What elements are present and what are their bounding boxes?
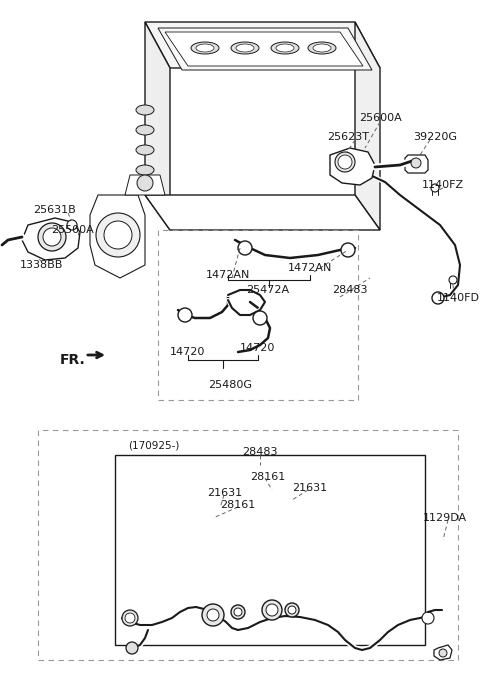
Polygon shape (165, 32, 363, 66)
Polygon shape (145, 195, 380, 230)
Text: 28161: 28161 (251, 472, 286, 482)
Text: 25480G: 25480G (208, 380, 252, 390)
Text: 28161: 28161 (220, 500, 256, 510)
Text: 1140FZ: 1140FZ (422, 180, 464, 190)
Circle shape (341, 243, 355, 257)
Circle shape (126, 642, 138, 654)
Text: 1472AN: 1472AN (288, 263, 332, 273)
Circle shape (411, 158, 421, 168)
Circle shape (432, 292, 444, 304)
Text: 25623T: 25623T (327, 132, 369, 142)
Text: 25500A: 25500A (50, 225, 94, 235)
Text: 25472A: 25472A (246, 285, 289, 295)
Circle shape (67, 220, 77, 230)
Circle shape (38, 223, 66, 251)
Text: 21631: 21631 (292, 483, 327, 493)
Ellipse shape (136, 125, 154, 135)
Text: 14720: 14720 (240, 343, 276, 353)
Circle shape (234, 608, 242, 616)
Polygon shape (90, 195, 145, 278)
Circle shape (439, 649, 447, 657)
Text: 1338BB: 1338BB (20, 260, 64, 270)
Circle shape (449, 276, 457, 284)
Text: FR.: FR. (60, 353, 86, 367)
Ellipse shape (136, 165, 154, 175)
Circle shape (125, 613, 135, 623)
Circle shape (288, 606, 296, 614)
Ellipse shape (196, 44, 214, 52)
Ellipse shape (313, 44, 331, 52)
Circle shape (238, 241, 252, 255)
Polygon shape (22, 218, 80, 260)
Text: 25600A: 25600A (359, 113, 401, 123)
Ellipse shape (136, 145, 154, 155)
Polygon shape (145, 22, 380, 68)
Ellipse shape (191, 42, 219, 54)
Text: 14720: 14720 (170, 347, 206, 357)
Text: 21631: 21631 (207, 488, 242, 498)
Circle shape (335, 152, 355, 172)
Text: 1140FD: 1140FD (436, 293, 480, 303)
Ellipse shape (276, 44, 294, 52)
Circle shape (253, 311, 267, 325)
Polygon shape (158, 28, 372, 70)
Circle shape (137, 175, 153, 191)
Bar (158, 230, 358, 400)
Circle shape (207, 609, 219, 621)
Circle shape (338, 155, 352, 169)
Circle shape (431, 184, 439, 192)
Circle shape (43, 228, 61, 246)
Ellipse shape (271, 42, 299, 54)
Circle shape (104, 221, 132, 249)
Polygon shape (405, 155, 428, 173)
Circle shape (422, 612, 434, 624)
Circle shape (285, 603, 299, 617)
Circle shape (122, 610, 138, 626)
Circle shape (231, 605, 245, 619)
Text: (170925-): (170925-) (128, 441, 180, 451)
Polygon shape (330, 148, 375, 185)
Circle shape (96, 213, 140, 257)
Text: 28483: 28483 (332, 285, 368, 295)
Circle shape (178, 308, 192, 322)
Bar (38, 430, 458, 660)
Ellipse shape (308, 42, 336, 54)
Ellipse shape (236, 44, 254, 52)
Text: 39220G: 39220G (413, 132, 457, 142)
Text: 1472AN: 1472AN (206, 270, 250, 280)
Ellipse shape (231, 42, 259, 54)
Polygon shape (434, 645, 452, 660)
Text: 25631B: 25631B (34, 205, 76, 215)
Circle shape (262, 600, 282, 620)
Ellipse shape (136, 105, 154, 115)
Polygon shape (145, 22, 170, 230)
Text: 28483: 28483 (242, 447, 278, 457)
Bar (115, 455, 425, 645)
Text: 1129DA: 1129DA (423, 513, 467, 523)
Circle shape (266, 604, 278, 616)
Polygon shape (355, 22, 380, 230)
Polygon shape (125, 175, 165, 195)
Circle shape (202, 604, 224, 626)
